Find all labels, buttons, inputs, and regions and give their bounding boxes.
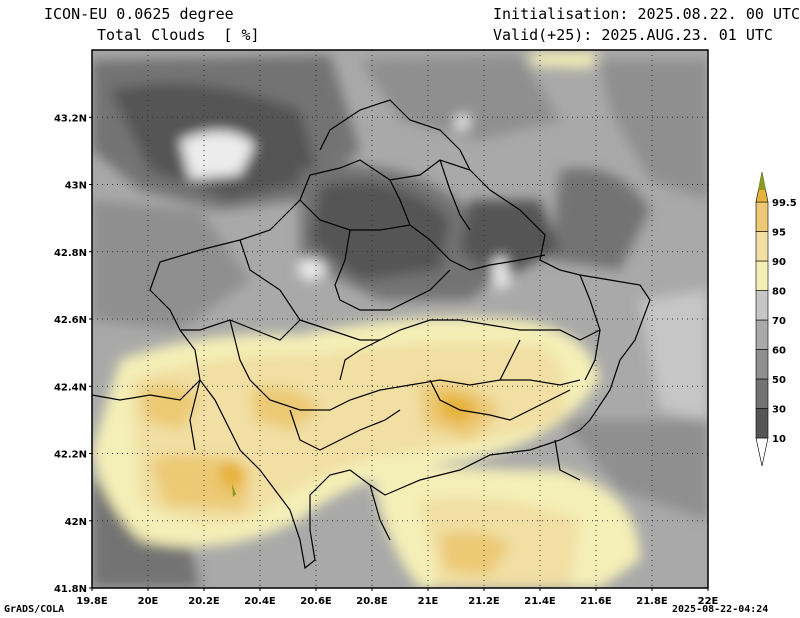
max-cloud-spot bbox=[232, 484, 236, 497]
initialisation-time: Initialisation: 2025.08.22. 00 UTC bbox=[493, 5, 800, 23]
district-borders bbox=[92, 99, 651, 570]
lat-tick-label: 43.2N bbox=[54, 113, 87, 124]
color-legend: 10 30 50 60 70 80 90 95 99.5 bbox=[755, 171, 797, 467]
legend-level-label: 50 bbox=[772, 375, 786, 386]
valid-time: Valid(+25): 2025.AUG.23. 01 UTC bbox=[493, 26, 773, 44]
legend-swatch bbox=[755, 231, 769, 262]
lon-tick-label: 20.8E bbox=[356, 596, 388, 607]
lon-tick-label: 22E bbox=[698, 596, 719, 607]
lon-tick-label: 21.6E bbox=[580, 596, 612, 607]
lon-tick-label: 20E bbox=[138, 596, 159, 607]
legend-swatch bbox=[755, 378, 769, 409]
credit-label: GrADS/COLA bbox=[4, 604, 65, 615]
lon-tick-label: 20.4E bbox=[244, 596, 276, 607]
legend-swatch bbox=[755, 319, 769, 350]
lon-tick-label: 21.4E bbox=[524, 596, 556, 607]
legend-swatch bbox=[755, 408, 769, 439]
legend-swatch bbox=[755, 349, 769, 380]
lon-tick-label: 21.2E bbox=[468, 596, 500, 607]
legend-level-label: 70 bbox=[772, 316, 786, 327]
legend-level-label: 99.5 bbox=[772, 198, 797, 209]
lon-tick-label: 20.2E bbox=[188, 596, 220, 607]
legend-level-label: 60 bbox=[772, 346, 786, 357]
longitude-axis: 19.8E 20E 20.2E 20.4E 20.6E 20.8E 21E 21.2E 21.4… bbox=[76, 588, 719, 607]
lon-tick-label: 21.8E bbox=[636, 596, 668, 607]
field-shading bbox=[92, 50, 708, 588]
latitude-axis: 43.2N 43N 42.8N 42.6N 42.4N 42.2N 42N 41.8N bbox=[54, 113, 92, 595]
legend-level-label: 10 bbox=[772, 434, 786, 445]
lat-tick-label: 42.4N bbox=[54, 382, 87, 393]
lat-tick-label: 42.8N bbox=[54, 248, 87, 259]
model-title: ICON-EU 0.0625 degree bbox=[44, 5, 234, 23]
generated-timestamp: 2025-08-22-04:24 bbox=[672, 604, 769, 615]
legend-swatch bbox=[755, 201, 769, 232]
lat-tick-label: 43N bbox=[65, 181, 87, 192]
lon-tick-label: 20.6E bbox=[300, 596, 332, 607]
legend-level-label: 30 bbox=[772, 405, 786, 416]
lat-tick-label: 42.6N bbox=[54, 315, 87, 326]
field-title: Total Clouds [ %] bbox=[97, 26, 260, 44]
legend-level-label: 90 bbox=[772, 257, 786, 268]
lon-tick-label: 21E bbox=[418, 596, 439, 607]
lon-tick-label: 19.8E bbox=[76, 596, 108, 607]
lat-tick-label: 42N bbox=[65, 517, 87, 528]
legend-level-label: 80 bbox=[772, 287, 786, 298]
legend-top-triangle-tip bbox=[758, 172, 766, 190]
lat-tick-label: 42.2N bbox=[54, 450, 87, 461]
legend-swatch bbox=[755, 290, 769, 321]
legend-bottom-triangle bbox=[755, 437, 769, 467]
lat-tick-label: 41.8N bbox=[54, 584, 87, 595]
legend-level-label: 95 bbox=[772, 228, 786, 239]
legend-swatch bbox=[755, 260, 769, 291]
